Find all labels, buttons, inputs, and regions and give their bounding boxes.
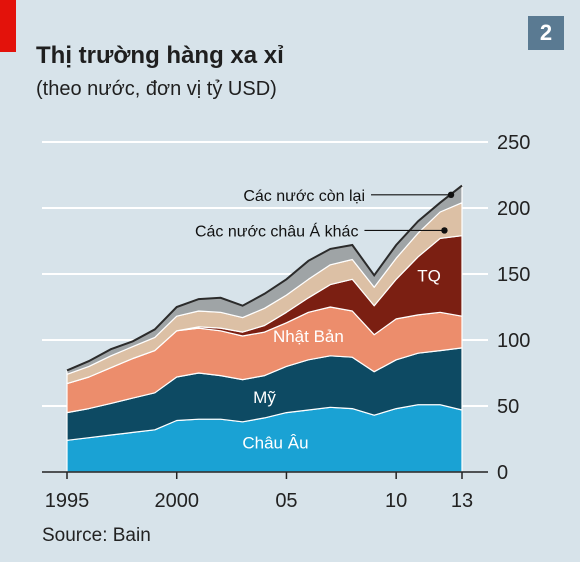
series-label-chau-au: Châu Âu — [242, 433, 308, 452]
y-tick-label-250: 250 — [497, 132, 530, 154]
axes: 0 50 100 150 200 250 1995 2000 05 10 13 — [42, 132, 530, 512]
x-tick-label-13: 13 — [451, 490, 473, 512]
y-tick-label-0: 0 — [497, 462, 508, 484]
chart-subtitle: (theo nước, đơn vị tỷ USD) — [36, 78, 277, 100]
series-label-tq: TQ — [417, 266, 441, 285]
total-outline — [66, 184, 463, 372]
series-labels: Châu Âu Mỹ Nhật Bản TQ — [242, 266, 441, 452]
figure-number-badge: 2 — [528, 16, 564, 50]
y-tick-label-200: 200 — [497, 198, 530, 220]
accent-flag — [0, 0, 16, 52]
annotations: Các nước châu Á khác Các nước còn lại — [195, 188, 455, 240]
callout-label-cac-nuoc-chau-a-khac: Các nước châu Á khác — [195, 221, 359, 240]
y-tick-label-100: 100 — [497, 330, 530, 352]
chart-title: Thị trường hàng xa xỉ — [36, 42, 284, 69]
series-areas — [66, 184, 463, 473]
series-label-nhat-ban: Nhật Bản — [273, 327, 344, 346]
x-tick-label-1995: 1995 — [45, 490, 90, 512]
y-tick-label-150: 150 — [497, 264, 530, 286]
callout-dot-cac-nuoc-chau-a-khac — [441, 227, 448, 234]
x-tick-label-05: 05 — [275, 490, 297, 512]
y-tick-label-50: 50 — [497, 396, 519, 418]
callout-dot-cac-nuoc-con-lai — [447, 191, 455, 198]
series-label-my: Mỹ — [253, 388, 276, 407]
x-tick-label-10: 10 — [385, 490, 407, 512]
callout-label-cac-nuoc-con-lai: Các nước còn lại — [243, 188, 365, 205]
x-tick-label-2000: 2000 — [154, 490, 199, 512]
source-note: Source: Bain — [42, 525, 151, 546]
